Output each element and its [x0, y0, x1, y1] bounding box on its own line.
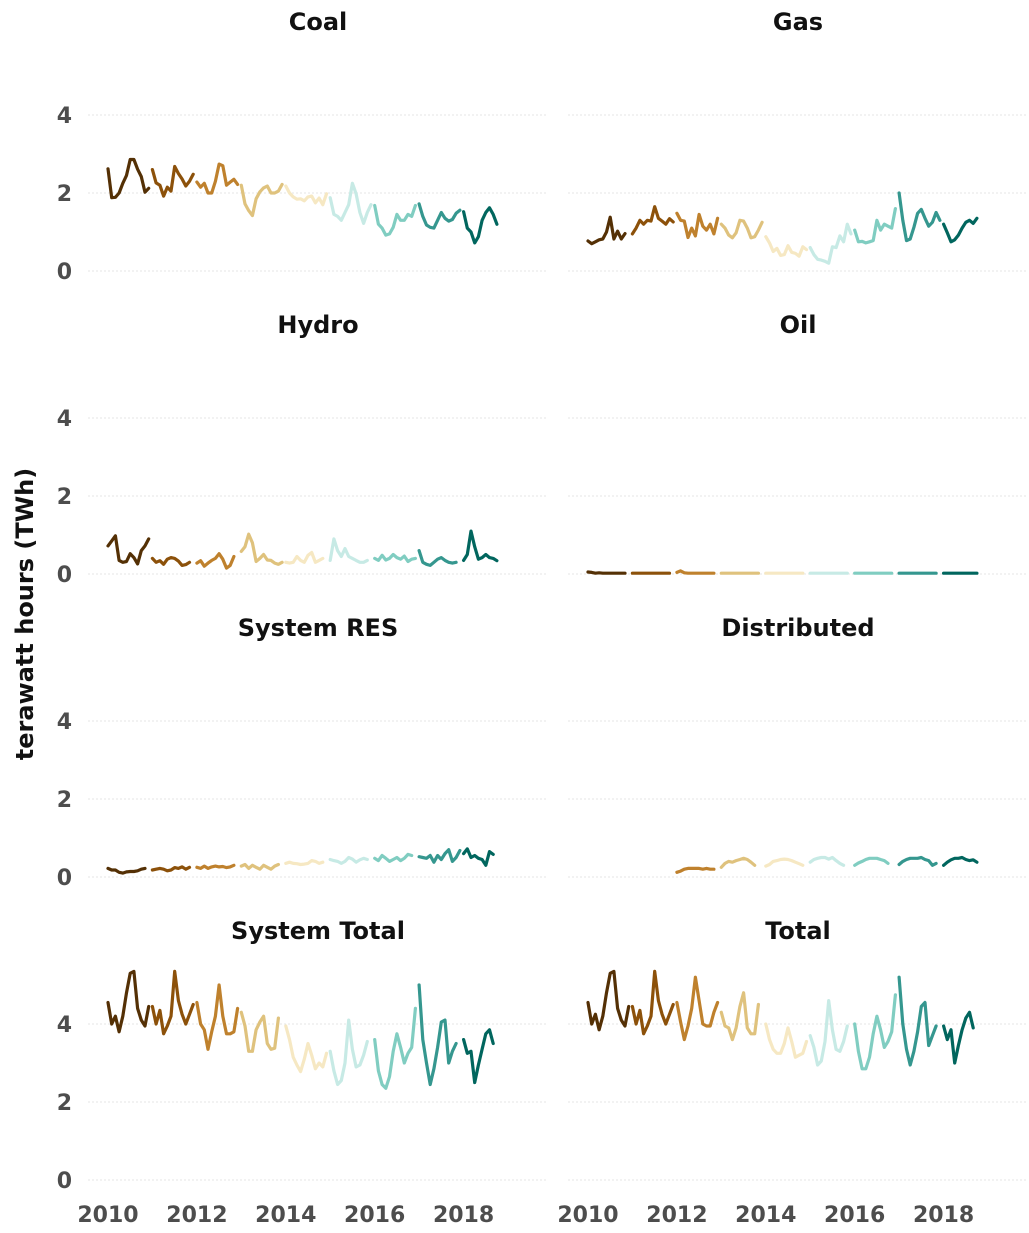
y-tick-label-row1-2: 4 [57, 407, 72, 432]
series-line-total-2015 [808, 998, 849, 1067]
x-tick-label-col1-2: 2014 [735, 1203, 796, 1228]
series-line-gas-2010 [586, 215, 627, 246]
panel-title-distributed: Distributed [721, 614, 874, 642]
x-tick-label-col1-4: 2018 [913, 1203, 974, 1228]
panel-title-hydro: Hydro [277, 311, 358, 339]
series-line-hydro-2011 [150, 555, 192, 568]
series-line-system-total-2014 [284, 1024, 329, 1074]
series-line-coal-2011 [150, 164, 195, 198]
y-axis-label: terawatt hours (TWh) [11, 468, 39, 760]
series-line-total-2018 [941, 1010, 975, 1065]
series-line-gas-2014 [764, 235, 809, 258]
series-line-distributed-2013 [719, 856, 757, 869]
x-tick-label-col1-3: 2016 [824, 1203, 885, 1228]
series-line-total-2014 [764, 1022, 809, 1059]
series-line-distributed-2018 [941, 855, 979, 867]
series-line-system-res-2016 [373, 852, 414, 864]
series-line-gas-2018 [941, 216, 979, 244]
series-line-system-res-2012 [195, 863, 236, 871]
series-line-hydro-2015 [328, 537, 369, 564]
series-line-hydro-2018 [462, 529, 499, 563]
x-tick-label-col1-1: 2012 [646, 1203, 707, 1228]
x-tick-label-col0-1: 2012 [166, 1203, 227, 1228]
series-line-system-res-2010 [106, 866, 147, 875]
series-line-gas-2015 [808, 222, 853, 265]
panel-title-oil: Oil [780, 311, 817, 339]
series-line-oil-2010 [586, 570, 627, 575]
series-line-system-total-2016 [373, 1006, 417, 1090]
x-tick-label-col0-2: 2014 [255, 1203, 316, 1228]
y-tick-label-row2-1: 2 [57, 788, 72, 813]
y-tick-label-row1-0: 0 [57, 563, 72, 588]
panel-title-system-total: System Total [231, 917, 405, 945]
y-tick-label-row2-0: 0 [57, 866, 72, 891]
series-line-gas-2012 [675, 211, 720, 240]
panel-title-system-res: System RES [238, 614, 399, 642]
series-line-oil-2012 [675, 569, 716, 575]
series-line-total-2010 [586, 969, 631, 1032]
panel-title-coal: Coal [289, 8, 348, 36]
y-tick-label-row3-2: 4 [57, 1013, 72, 1038]
series-line-hydro-2013 [239, 532, 284, 566]
series-line-system-res-2011 [150, 865, 192, 873]
y-tick-label-row2-2: 4 [57, 710, 72, 735]
series-line-system-res-2017 [417, 848, 462, 864]
series-line-system-total-2018 [462, 1028, 495, 1085]
y-tick-label-row3-0: 0 [57, 1169, 72, 1194]
series-line-distributed-2014 [764, 857, 805, 868]
series-line-coal-2016 [373, 203, 417, 237]
series-line-system-total-2010 [106, 969, 151, 1034]
series-line-coal-2015 [328, 181, 373, 225]
y-tick-label-row0-0: 0 [57, 260, 72, 285]
x-tick-label-col1-0: 2010 [557, 1203, 618, 1228]
series-line-total-2013 [719, 991, 761, 1042]
series-line-distributed-2017 [897, 855, 938, 867]
series-line-gas-2011 [630, 205, 675, 236]
series-line-gas-2016 [853, 207, 898, 245]
series-line-coal-2012 [195, 162, 240, 195]
series-line-system-total-2011 [150, 969, 195, 1036]
series-line-system-res-2015 [328, 855, 369, 866]
series-line-distributed-2012 [675, 866, 716, 874]
y-tick-label-row3-1: 2 [57, 1091, 72, 1116]
x-tick-label-col0-3: 2016 [344, 1203, 405, 1228]
y-tick-label-row0-2: 4 [57, 104, 72, 129]
series-line-gas-2017 [897, 191, 942, 243]
y-tick-label-row0-1: 2 [57, 182, 72, 207]
series-line-system-res-2014 [284, 858, 325, 867]
series-line-coal-2017 [417, 202, 462, 230]
y-tick-label-row1-1: 2 [57, 485, 72, 510]
series-line-system-total-2013 [239, 1010, 280, 1053]
series-line-total-2016 [853, 993, 898, 1071]
series-line-hydro-2014 [284, 550, 325, 565]
x-tick-label-col0-4: 2018 [433, 1203, 494, 1228]
series-line-system-res-2013 [239, 862, 280, 871]
series-line-gas-2013 [719, 218, 764, 240]
series-line-system-res-2018 [462, 847, 495, 867]
series-line-total-2012 [675, 975, 720, 1042]
series-line-hydro-2012 [195, 552, 236, 570]
series-line-coal-2013 [239, 182, 284, 218]
panel-title-total: Total [765, 917, 831, 945]
series-line-coal-2014 [284, 184, 329, 207]
series-line-coal-2018 [462, 206, 499, 245]
series-line-hydro-2010 [106, 534, 151, 566]
series-line-distributed-2015 [808, 855, 846, 867]
series-line-total-2011 [630, 969, 675, 1036]
series-line-hydro-2017 [417, 548, 458, 568]
series-line-coal-2010 [106, 157, 151, 200]
series-line-system-total-2012 [195, 983, 240, 1051]
x-tick-label-col0-0: 2010 [77, 1203, 138, 1228]
panel-title-gas: Gas [773, 8, 823, 36]
series-line-system-total-2017 [417, 983, 458, 1087]
series-line-hydro-2016 [373, 552, 417, 564]
series-line-total-2017 [897, 975, 938, 1067]
series-line-system-total-2015 [328, 1018, 369, 1087]
series-line-distributed-2016 [853, 856, 890, 867]
